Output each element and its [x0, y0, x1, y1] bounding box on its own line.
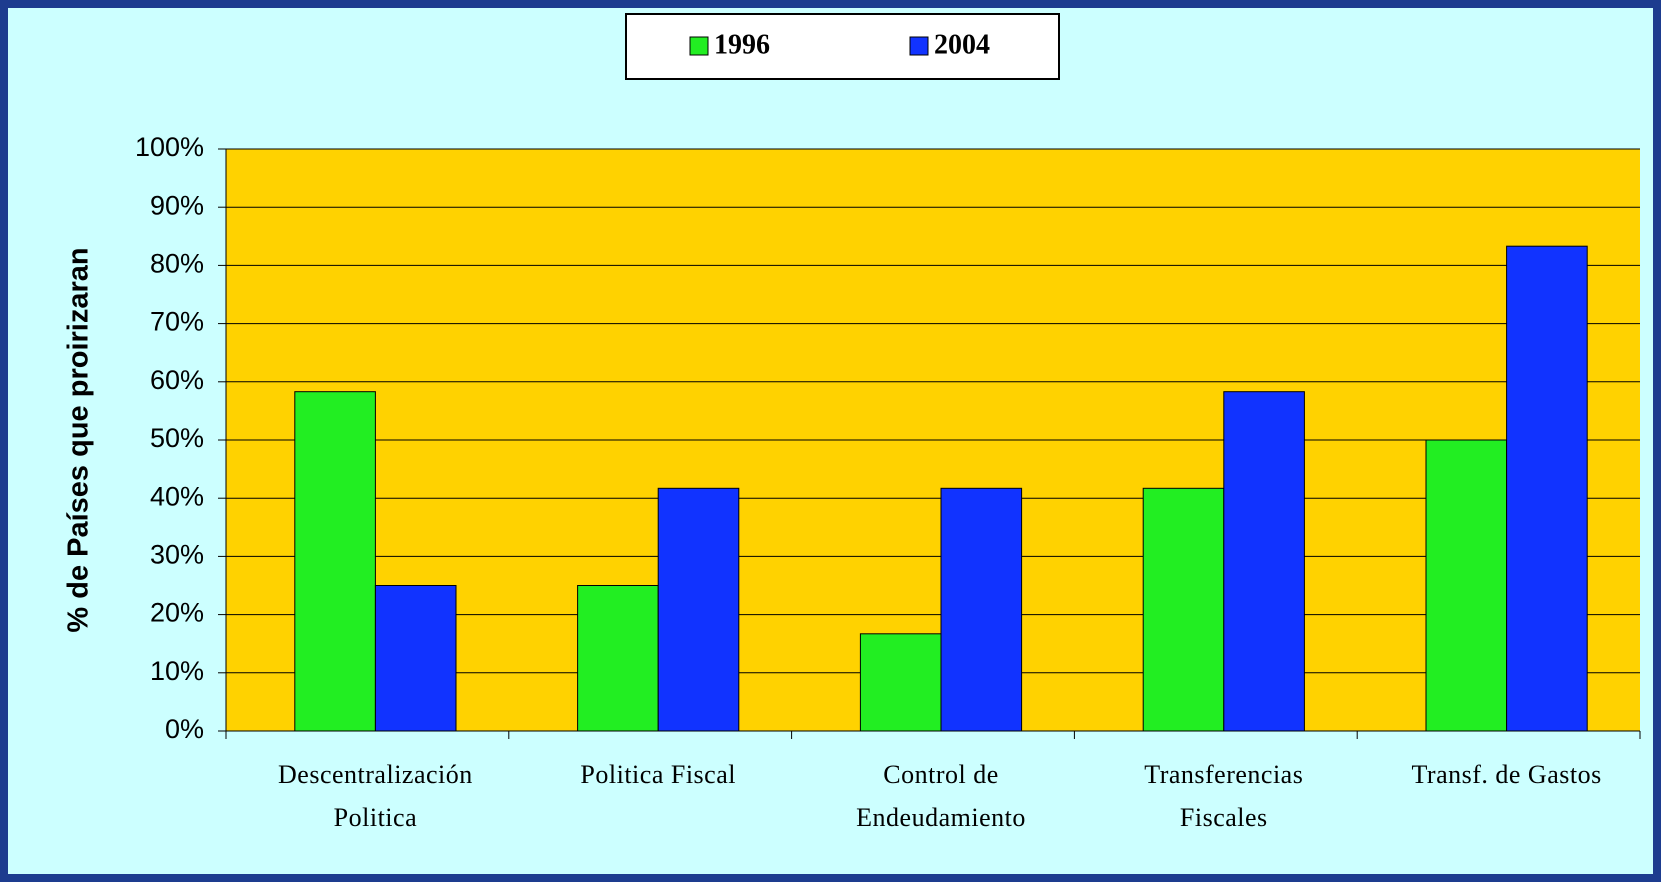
y-tick-label: 80% — [150, 249, 204, 279]
y-tick-label: 10% — [150, 656, 204, 686]
y-tick-label: 90% — [150, 190, 204, 220]
bar — [374, 585, 457, 732]
x-tick-label: Fiscales — [1180, 803, 1268, 832]
y-tick-label: 100% — [135, 132, 204, 162]
x-tick-label: Descentralización — [278, 760, 473, 789]
legend-swatch — [689, 36, 709, 56]
y-tick-label: 70% — [150, 307, 204, 337]
y-tick-label: 20% — [150, 598, 204, 628]
bar — [294, 391, 376, 732]
bar — [1506, 245, 1588, 732]
x-tick-label: Control de — [883, 760, 999, 789]
bar — [577, 585, 659, 732]
bar — [1142, 487, 1225, 732]
y-tick-label: 30% — [150, 540, 204, 570]
x-tick-label: Politica Fiscal — [580, 760, 736, 789]
bar — [657, 487, 740, 732]
bar — [859, 633, 942, 732]
y-tick-label: 40% — [150, 481, 204, 511]
x-tick-label: Endeudamiento — [856, 803, 1026, 832]
legend-label: 2004 — [934, 29, 990, 60]
x-tick-label: Transf. de Gastos — [1411, 760, 1601, 789]
y-axis-title: % de Países que proirizaran — [63, 247, 95, 632]
legend-label: 1996 — [714, 29, 770, 60]
bar — [1223, 391, 1305, 732]
bar — [1425, 439, 1508, 732]
y-tick-label: 50% — [150, 423, 204, 453]
bar — [940, 487, 1023, 732]
legend-swatch — [909, 36, 929, 56]
x-tick-label: Transferencias — [1144, 760, 1303, 789]
x-tick-label: Politica — [334, 803, 417, 832]
y-tick-label: 60% — [150, 365, 204, 395]
y-tick-label: 0% — [165, 714, 204, 744]
